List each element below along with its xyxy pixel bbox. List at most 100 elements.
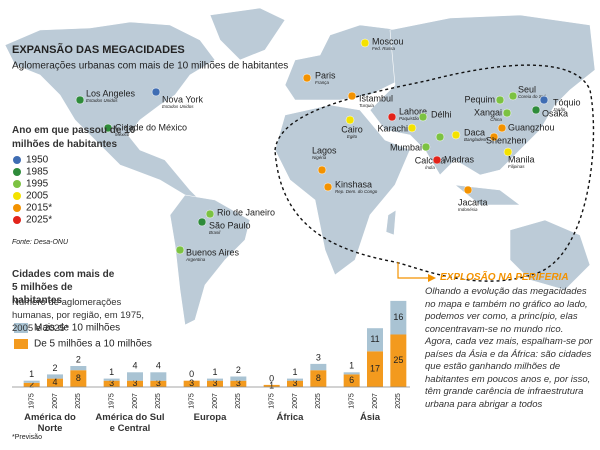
x-tick-label: 2007 — [52, 393, 59, 409]
city-name: Manila — [508, 154, 535, 164]
legend-label: 2015* — [26, 203, 52, 214]
city-name: Lahore — [399, 106, 427, 116]
legend-dot — [13, 192, 21, 200]
source: Fonte: Desa-ONU — [12, 239, 69, 246]
city-country: México — [115, 132, 130, 137]
city-name: Guangzhou — [508, 122, 555, 132]
bar-segment — [263, 384, 280, 387]
continent — [274, 104, 411, 276]
bar-segment — [287, 378, 303, 381]
city-dot — [497, 123, 507, 133]
city-country: Nigéria — [312, 155, 327, 160]
x-tick-label: 2025 — [315, 393, 322, 409]
world-map — [4, 7, 596, 326]
city-country: Japão — [552, 107, 566, 112]
data-label: 1 — [349, 361, 354, 371]
city-name: Jacarta — [458, 197, 488, 207]
x-tick-label: 2007 — [292, 393, 299, 409]
bar-segment — [23, 382, 40, 387]
city-country: Argentina — [185, 257, 206, 262]
city-country: Filipinas — [508, 164, 525, 169]
city-name: Mumbai — [390, 142, 422, 152]
city-dot — [387, 112, 397, 122]
legend-label: 1985 — [26, 167, 49, 178]
city-name: Rio de Janeiro — [217, 207, 275, 217]
bar-segment — [367, 351, 383, 387]
annotation-text: Olhando a evolução das megacidades no ma… — [425, 286, 593, 410]
city-country: Indonésia — [458, 207, 478, 212]
data-label: 2 — [76, 354, 81, 364]
legend-dot — [13, 156, 21, 164]
city-country: Turquia — [359, 103, 374, 108]
group-label: África — [276, 412, 304, 423]
bar-segment — [103, 378, 120, 381]
city-country: Brasil — [209, 230, 221, 235]
city-name: Karachi — [377, 123, 408, 133]
x-tick-label: 2025 — [235, 393, 242, 409]
city-dot — [418, 112, 428, 122]
data-label: 2 — [236, 365, 241, 375]
city-dot — [407, 123, 417, 133]
city-dot — [432, 155, 442, 165]
city-country: França — [315, 80, 330, 85]
city-name: Xangai — [474, 107, 502, 117]
bar-segment — [47, 378, 63, 387]
x-tick-label: 2007 — [212, 393, 219, 409]
bar-segment — [343, 374, 360, 387]
legend-label: 1950 — [26, 155, 49, 166]
bar-segment — [310, 370, 327, 387]
annotation-title: EXPLOSÃO NA PERIFERIA — [440, 272, 569, 283]
data-label: 1 — [212, 367, 217, 377]
city-dot — [103, 123, 113, 133]
city-dot — [205, 209, 215, 219]
city-dot — [489, 132, 499, 142]
chart-title: Cidades com mais de 5 milhões de habitan… — [12, 269, 115, 306]
city-name: Calcutá — [415, 155, 446, 165]
data-label: 3 — [189, 378, 194, 388]
city-dot — [302, 73, 312, 83]
city-country: Índia — [425, 164, 435, 170]
city-dot — [317, 165, 327, 175]
data-label: 1 — [109, 367, 114, 377]
bar-segment — [183, 380, 200, 387]
bar-segment — [207, 380, 223, 387]
bar-segment — [23, 380, 40, 383]
city-dot — [463, 185, 473, 195]
legend-swatch — [14, 323, 28, 333]
data-label: 3 — [109, 378, 114, 388]
city-dot — [197, 217, 207, 227]
city-dot — [531, 105, 541, 115]
city-dot — [495, 95, 505, 105]
city-name: São Paulo — [209, 220, 251, 230]
city-dot — [175, 245, 185, 255]
x-tick-label: 2025 — [395, 393, 402, 409]
city-name: Nova York — [162, 94, 204, 104]
city-country: Rep. Dem. do Congo — [335, 189, 378, 194]
city-name: Shenzhen — [486, 135, 527, 145]
city-name: Kinshasa — [335, 179, 372, 189]
data-label: 8 — [76, 373, 81, 383]
legend-swatch — [14, 339, 28, 349]
city-name: Seul — [518, 84, 536, 94]
x-tick-label: 1975 — [349, 393, 356, 409]
city-name: Tóquio — [553, 97, 581, 107]
continent — [169, 194, 251, 326]
legend-label: Mais de 10 milhões — [34, 323, 120, 334]
city-dot — [151, 87, 161, 97]
bar-segment — [70, 366, 87, 371]
city-name: Buenos Aires — [186, 247, 240, 257]
legend-label: 2025* — [26, 215, 52, 226]
x-tick-label: 2025 — [75, 393, 82, 409]
legend-label: 2005 — [26, 191, 49, 202]
city-dot — [345, 115, 355, 125]
group-label: América do Sul e Central — [95, 412, 165, 434]
city-country: Bangladesh — [464, 137, 488, 142]
data-label: 17 — [370, 364, 380, 374]
x-tick-label: 1975 — [189, 393, 196, 409]
continent — [385, 209, 397, 236]
x-tick-label: 2007 — [372, 393, 379, 409]
annotation-arrow — [397, 262, 428, 279]
bar-segment — [207, 378, 223, 381]
bar-segment — [367, 328, 383, 352]
